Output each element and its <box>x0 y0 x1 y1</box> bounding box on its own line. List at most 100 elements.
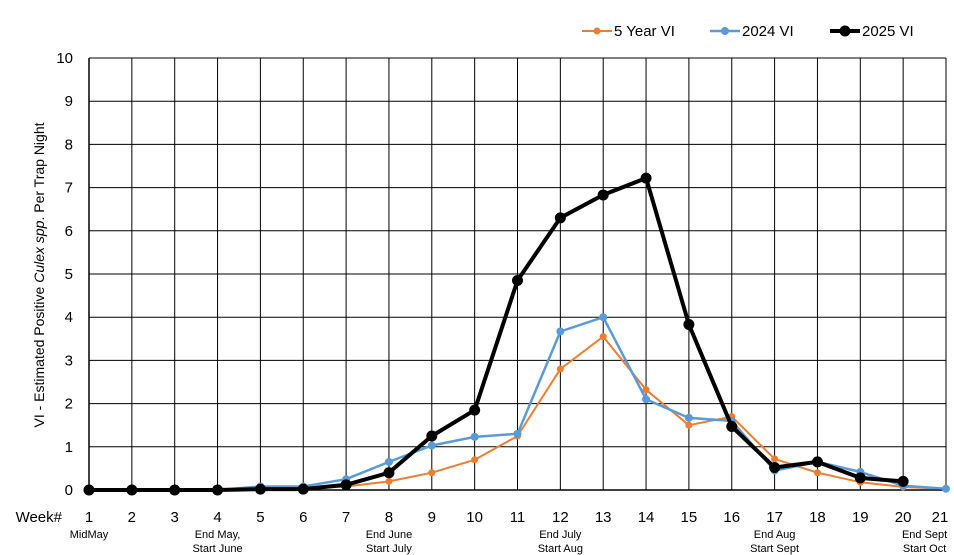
data-point <box>383 467 395 479</box>
legend-swatch-marker <box>593 27 601 35</box>
data-point <box>897 475 909 487</box>
y-tick-label: 8 <box>65 136 73 153</box>
x-tick-label: 6 <box>299 509 307 526</box>
x-tick-label: 2 <box>128 509 136 526</box>
data-point <box>685 421 693 429</box>
x-tick-label: 17 <box>766 509 783 526</box>
y-tick-label: 9 <box>65 93 73 110</box>
y-tick-label: 4 <box>65 309 73 326</box>
data-point <box>683 319 695 331</box>
x-tick-label: 9 <box>428 509 436 526</box>
y-tick-label: 6 <box>65 223 73 240</box>
period-label-line: Start June <box>192 543 242 555</box>
x-tick-label: 7 <box>342 509 350 526</box>
data-point <box>254 483 266 495</box>
y-tick-label: 3 <box>65 352 73 369</box>
data-point <box>426 430 438 442</box>
x-tick-label: 4 <box>213 509 221 526</box>
data-point <box>726 420 738 432</box>
data-point <box>83 484 95 496</box>
chart-series <box>83 172 950 496</box>
period-label-line: Start Sept <box>750 543 799 555</box>
legend-item-3: 2025 VI <box>830 23 914 40</box>
data-point <box>599 333 607 341</box>
series-line <box>89 176 904 492</box>
period-label-line: Start Aug <box>538 543 583 555</box>
x-tick-label: 3 <box>171 509 179 526</box>
x-tick-label: 18 <box>809 509 826 526</box>
period-label-line: End June <box>366 529 412 541</box>
period-label-line: MidMay <box>70 529 109 541</box>
data-point <box>469 404 481 416</box>
x-tick-label: 20 <box>895 509 912 526</box>
y-tick-label: 2 <box>65 396 73 413</box>
y-axis-label-italic: Culex spp <box>31 220 47 282</box>
chart-grid <box>88 57 947 491</box>
x-tick-label: 5 <box>256 509 264 526</box>
legend-label: 2024 VI <box>742 23 794 40</box>
data-point <box>771 455 779 463</box>
data-point <box>427 441 436 450</box>
x-tick-label: 14 <box>638 509 655 526</box>
data-point <box>471 456 479 464</box>
data-point <box>684 413 693 422</box>
data-point <box>599 313 608 322</box>
x-tick-label: 10 <box>466 509 483 526</box>
data-point <box>642 395 651 404</box>
data-point <box>385 477 393 485</box>
x-tick-label: 12 <box>552 509 569 526</box>
x-tick-label: 21 <box>932 509 949 526</box>
data-point <box>384 457 393 466</box>
data-point <box>513 429 522 438</box>
data-point <box>597 189 609 201</box>
x-axis-ticks: Week# 1 2 3 4 5 6 7 8 9 10 11 12 13 14 15 16 17 18 19 20 21 <box>16 509 949 526</box>
data-point <box>769 462 781 474</box>
period-label: End June Start July <box>366 529 413 555</box>
period-label: End May, Start June <box>192 529 242 555</box>
chart-legend: 5 Year VI 2024 VI 2025 VI <box>582 23 914 40</box>
data-point <box>640 172 652 184</box>
series-3 <box>83 172 909 496</box>
data-point <box>126 484 138 496</box>
period-label-line: End Aug <box>754 529 796 541</box>
data-point <box>942 484 950 493</box>
y-tick-label: 0 <box>65 482 73 499</box>
legend-label: 5 Year VI <box>614 23 675 40</box>
legend-swatch-marker <box>721 27 729 35</box>
data-point <box>556 365 564 373</box>
period-label-line: Start Oct <box>903 543 946 555</box>
x-tick-label: 11 <box>510 509 526 526</box>
x-tick-label: 1 <box>85 509 93 526</box>
y-tick-label: 10 <box>56 50 73 67</box>
y-tick-label: 1 <box>65 439 73 456</box>
x-tick-label: 15 <box>681 509 698 526</box>
y-axis-ticks: 0 1 2 3 4 5 6 7 8 9 10 <box>56 50 73 499</box>
legend-item-2: 2024 VI <box>710 23 794 40</box>
legend-label: 2025 VI <box>862 23 914 40</box>
period-label: End Aug Start Sept <box>750 529 799 555</box>
x-tick-label: 8 <box>385 509 393 526</box>
y-axis-label: VI - Estimated Positive Culex spp. Per T… <box>31 122 47 427</box>
y-tick-label: 7 <box>65 180 73 197</box>
period-label-line: End July <box>539 529 582 541</box>
data-point <box>212 484 224 496</box>
data-point <box>512 274 523 286</box>
data-point <box>556 327 565 336</box>
data-point <box>813 469 821 477</box>
period-labels: MidMay End May, Start June End June Start Ju… <box>70 529 947 555</box>
data-point <box>811 456 823 468</box>
x-tick-label: 13 <box>595 509 612 526</box>
data-point <box>297 483 309 495</box>
x-axis-prefix-label: Week# <box>16 509 63 526</box>
y-axis-label-part-2: . Per Trap Night <box>31 122 47 220</box>
period-label-line: End Sept <box>902 529 947 541</box>
data-point <box>854 472 866 484</box>
y-tick-label: 5 <box>65 266 73 283</box>
data-point <box>340 479 352 491</box>
data-point <box>554 212 566 224</box>
period-label-line: End May, <box>195 529 241 541</box>
data-point <box>428 469 436 477</box>
data-point <box>642 386 650 394</box>
legend-item-1: 5 Year VI <box>582 23 675 40</box>
